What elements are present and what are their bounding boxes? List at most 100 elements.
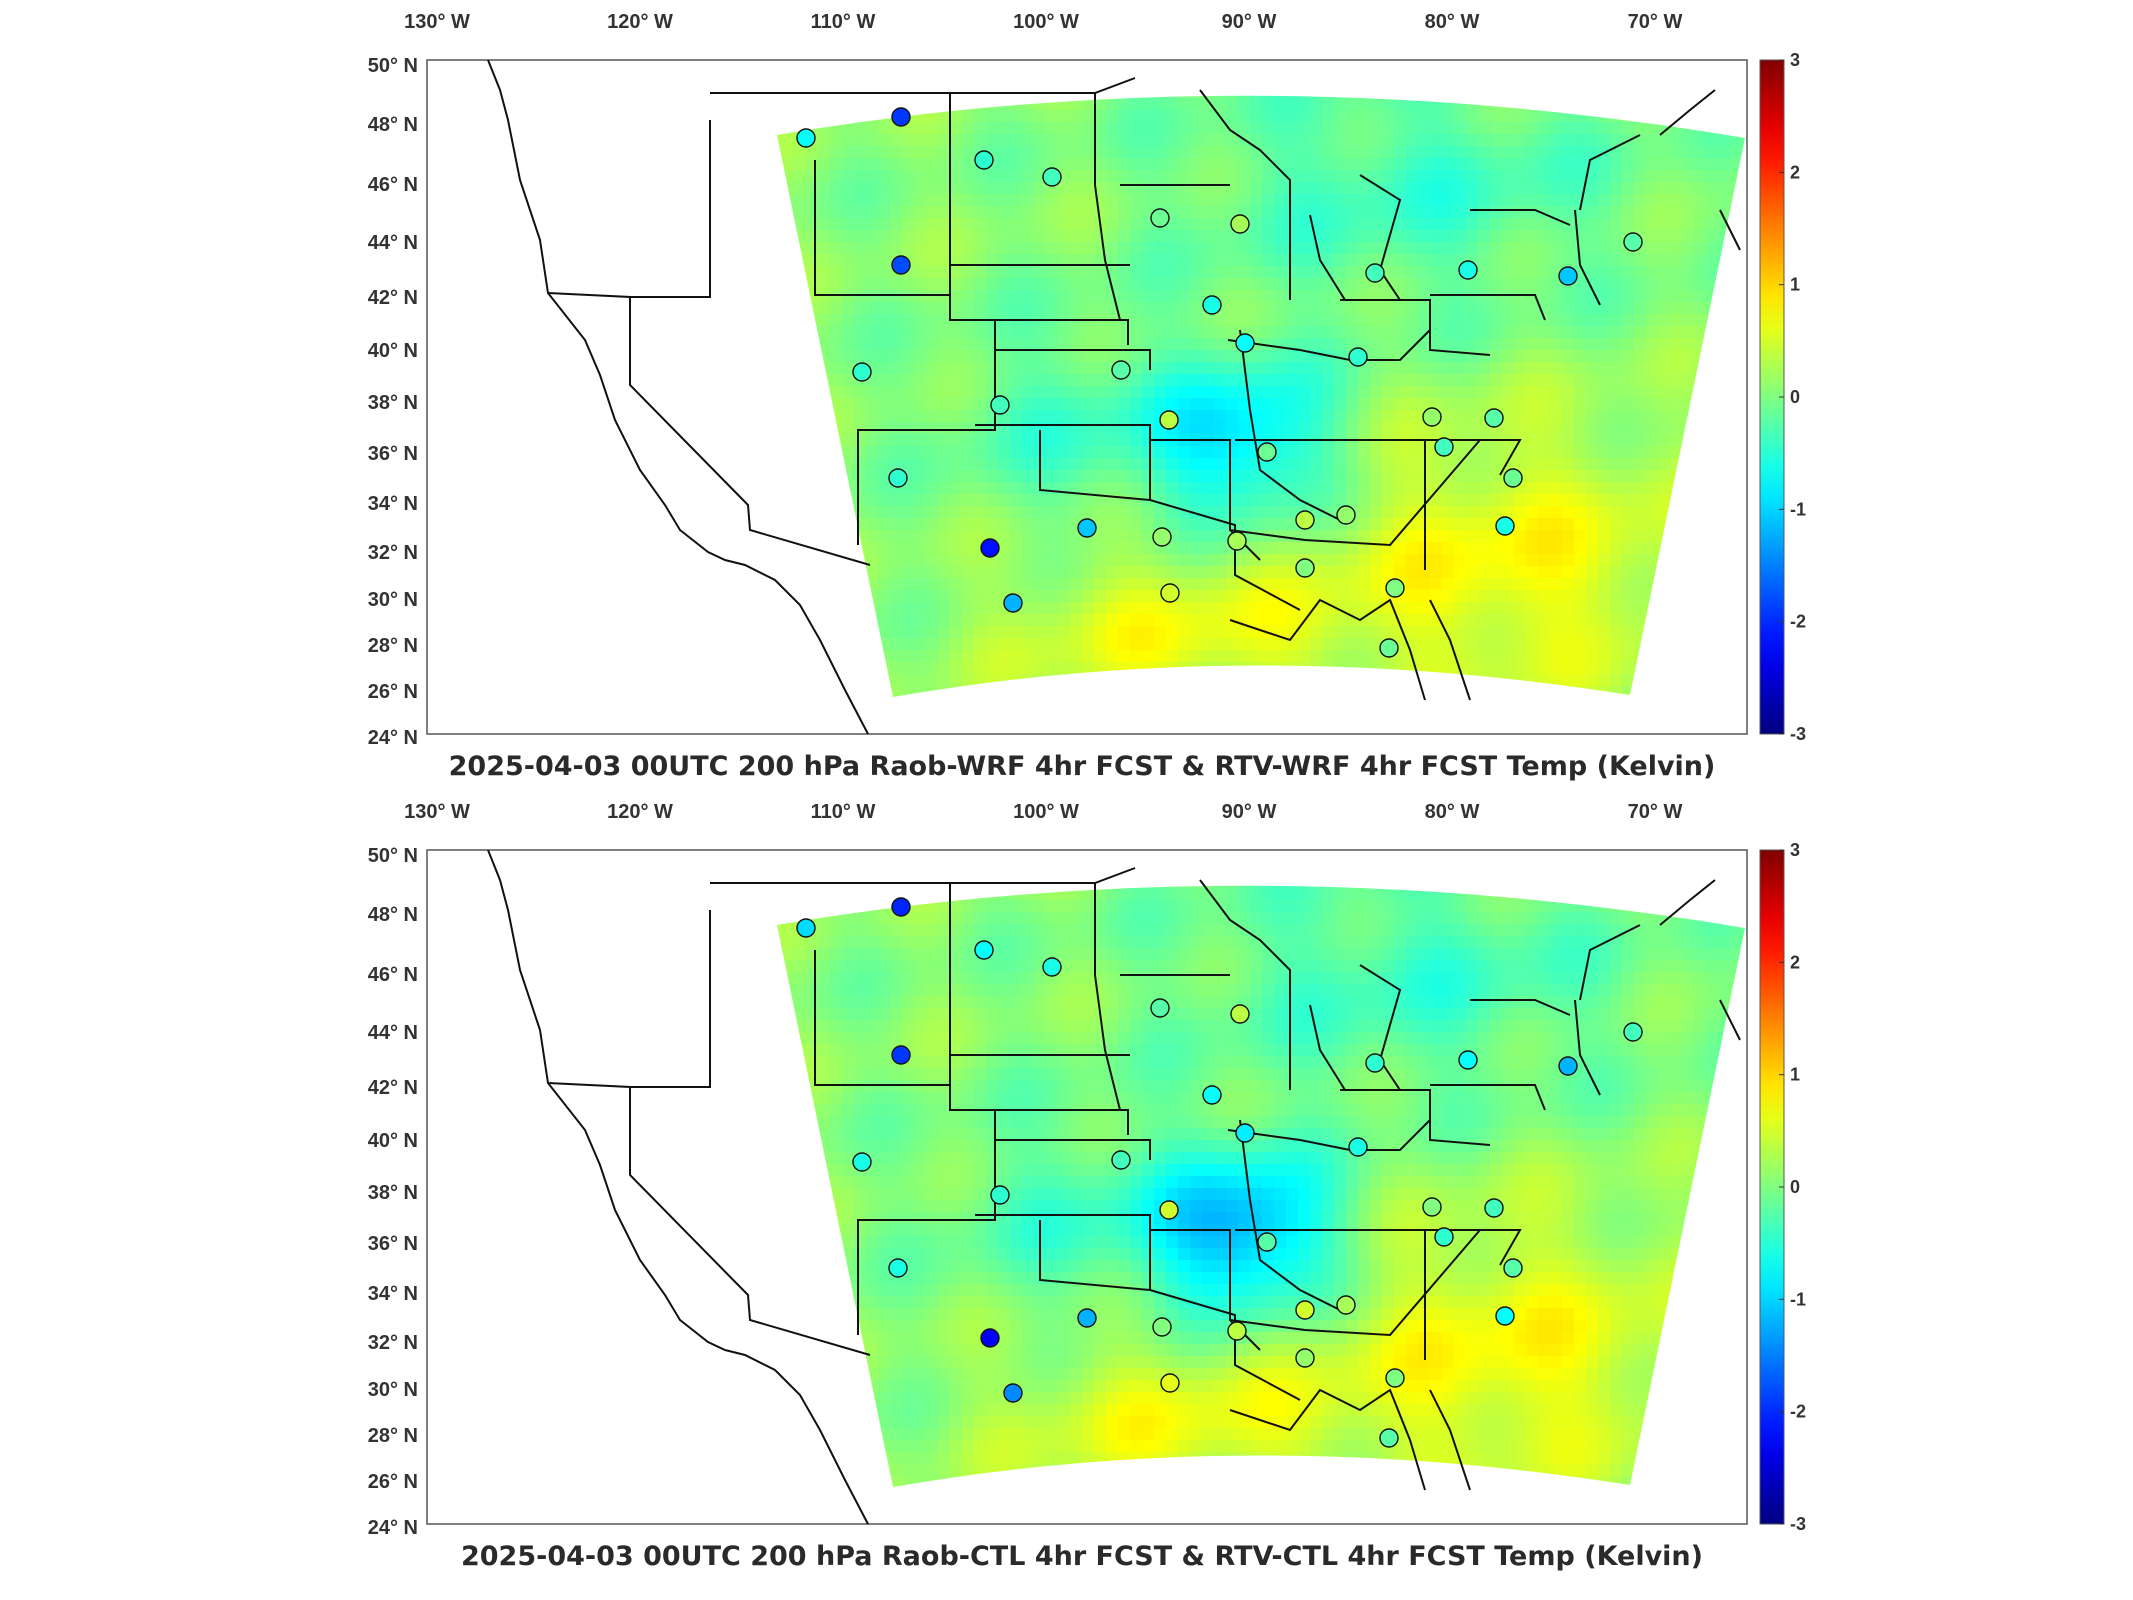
latitude-tick-label: 34° N [368,493,418,515]
latitude-tick-label: 28° N [368,635,418,657]
raob-station-marker [852,1152,872,1172]
longitude-tick-label: 70° W [1628,11,1683,33]
latitude-tick-label: 38° N [368,392,418,414]
raob-station-marker [1503,468,1523,488]
latitude-tick-label: 34° N [368,1283,418,1305]
map-title: 2025-04-03 00UTC 200 hPa Raob-CTL 4hr FC… [461,1541,1703,1572]
colorbar-tick-label: -1 [1790,499,1806,519]
latitude-tick-label: 40° N [368,1130,418,1152]
raob-station-marker [1152,527,1172,547]
raob-station-marker [796,128,816,148]
raob-station-marker [1336,505,1356,525]
raob-station-marker [1365,1053,1385,1073]
raob-station-marker [1503,1258,1523,1278]
raob-station-marker [1558,1056,1578,1076]
colorbar-tick-label: 2 [1790,162,1800,182]
raob-station-marker [1422,407,1442,427]
raob-station-marker [1422,1197,1442,1217]
raob-station-marker [891,255,911,275]
colorbar: 3 2 1 0 -1 -2 -3 [1759,50,1806,744]
colorbar-tick-label: 2 [1790,952,1800,972]
raob-station-marker [1227,1321,1247,1341]
latitude-tick-label: 32° N [368,542,418,564]
colorbar-tick-label: 1 [1790,1065,1800,1085]
longitude-labels: 130° W 120° W 110° W 100° W 90° W 80° W 70° W [404,11,1682,33]
state-borders [487,59,1741,735]
longitude-tick-label: 110° W [811,801,876,823]
state-borders [487,849,1741,1525]
raob-station-marker [1295,558,1315,578]
longitude-tick-label: 80° W [1425,801,1480,823]
raob-stations [796,107,1643,658]
raob-station-marker [888,468,908,488]
raob-station-marker [1295,1348,1315,1368]
raob-station-marker [1385,578,1405,598]
raob-station-marker [1077,1308,1097,1328]
raob-station-marker [1257,1232,1277,1252]
latitude-tick-label: 40° N [368,340,418,362]
temperature-difference-field [777,885,1745,1487]
raob-station-marker [891,107,911,127]
raob-station-marker [1495,1306,1515,1326]
latitude-tick-label: 30° N [368,1379,418,1401]
raob-station-marker [1434,1227,1454,1247]
longitude-labels: 130° W 120° W 110° W 100° W 90° W 80° W 70° W [404,801,1682,823]
map-title: 2025-04-03 00UTC 200 hPa Raob-WRF 4hr FC… [449,751,1716,782]
raob-station-marker [1159,410,1179,430]
longitude-tick-label: 120° W [607,801,673,823]
raob-station-marker [1227,531,1247,551]
raob-station-marker [1295,1300,1315,1320]
raob-station-marker [1458,1050,1478,1070]
colorbar-tick-label: 0 [1790,1177,1800,1197]
raob-station-marker [891,1045,911,1065]
colorbar-tick-label: 0 [1790,387,1800,407]
raob-station-marker [891,897,911,917]
map-figure: 130° W 120° W 110° W 100° W 90° W 80° W 70° W … [368,801,1806,1572]
latitude-tick-label: 36° N [368,443,418,465]
map-figure: 130° W 120° W 110° W 100° W 90° W 80° W 70° W … [368,11,1806,782]
raob-station-marker [1348,347,1368,367]
raob-station-marker [1348,1137,1368,1157]
raob-station-marker [1365,263,1385,283]
colorbar-tick-label: -2 [1790,612,1806,632]
latitude-labels: 50° N 48° N 46° N 44° N 42° N 40° N 38° N 36° N… [368,55,418,749]
latitude-tick-label: 44° N [368,232,418,254]
raob-station-marker [980,1328,1000,1348]
latitude-tick-label: 50° N [368,55,418,77]
colorbar-tick-label: 3 [1790,50,1800,70]
raob-station-marker [1077,518,1097,538]
longitude-tick-label: 70° W [1628,801,1683,823]
raob-station-marker [1379,638,1399,658]
latitude-tick-label: 32° N [368,1332,418,1354]
raob-station-marker [1160,1373,1180,1393]
raob-station-marker [1379,1428,1399,1448]
latitude-tick-label: 30° N [368,589,418,611]
raob-station-marker [1150,998,1170,1018]
raob-station-marker [1202,1085,1222,1105]
raob-station-marker [1623,232,1643,252]
colorbar-tick-label: -3 [1790,1514,1806,1534]
raob-station-marker [1235,333,1255,353]
raob-station-marker [1159,1200,1179,1220]
raob-station-marker [990,1185,1010,1205]
raob-station-marker [1003,593,1023,613]
colorbar-tick-label: -2 [1790,1402,1806,1422]
raob-station-marker [974,150,994,170]
longitude-tick-label: 100° W [1013,11,1079,33]
raob-station-marker [1434,437,1454,457]
colorbar-tick-label: 3 [1790,840,1800,860]
colorbar-tick-label: 1 [1790,275,1800,295]
raob-station-marker [1152,1317,1172,1337]
raob-station-marker [1257,442,1277,462]
raob-station-marker [1111,1150,1131,1170]
latitude-tick-label: 44° N [368,1022,418,1044]
raob-station-marker [1235,1123,1255,1143]
raob-station-marker [1150,208,1170,228]
latitude-tick-label: 42° N [368,1077,418,1099]
latitude-tick-label: 24° N [368,727,418,749]
raob-station-marker [1385,1368,1405,1388]
longitude-tick-label: 90° W [1222,11,1277,33]
raob-station-marker [1484,1198,1504,1218]
latitude-tick-label: 48° N [368,904,418,926]
raob-station-marker [1558,266,1578,286]
